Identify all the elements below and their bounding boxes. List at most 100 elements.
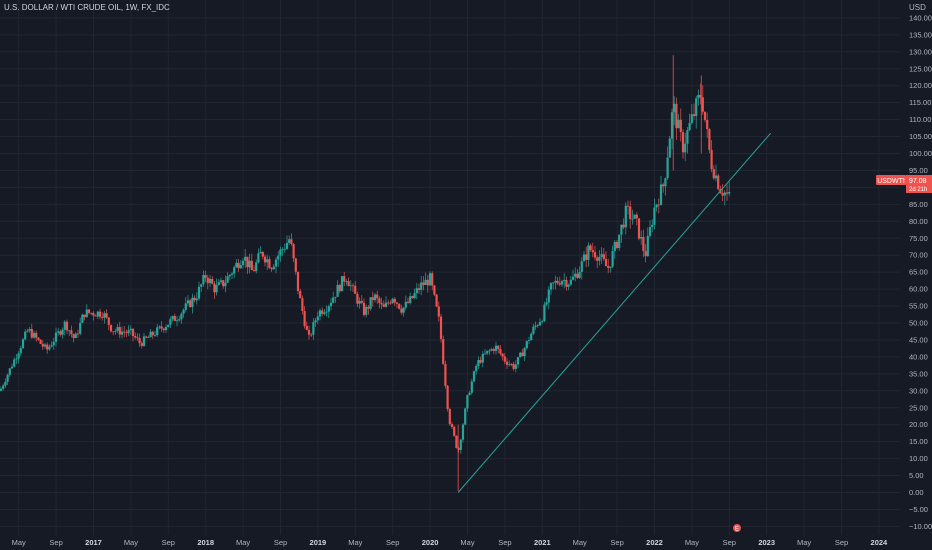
x-tick-label: May — [573, 538, 587, 547]
candle-body — [327, 306, 330, 312]
candle-body — [76, 333, 80, 335]
time-axis[interactable]: May Sep 2017 May Sep 2018 May Sep 2019 May Sep 2020… — [12, 538, 888, 547]
candle-body — [244, 256, 247, 261]
candle-body — [202, 275, 205, 285]
candle-body — [354, 285, 357, 294]
candle-body — [288, 239, 291, 243]
y-tick-label: 35.00 — [909, 369, 928, 378]
candle-body — [644, 250, 647, 257]
candle-body — [422, 282, 425, 285]
candle-body — [556, 280, 559, 284]
candle-body — [127, 330, 130, 334]
candle-body — [332, 297, 335, 303]
candle-body — [24, 331, 27, 340]
candle-body — [585, 254, 588, 260]
candle-body — [384, 302, 388, 307]
x-tick-label: 2022 — [646, 538, 663, 547]
candle-body — [543, 304, 546, 322]
candle-body — [301, 298, 304, 311]
candle-body — [340, 276, 344, 292]
candle-body — [211, 278, 214, 284]
candle-body — [659, 184, 663, 205]
candle-body — [446, 385, 449, 409]
candle-body — [701, 97, 704, 112]
candle-body — [461, 424, 465, 440]
candle-body — [219, 280, 223, 283]
candle-body — [417, 288, 421, 290]
candle-body — [114, 330, 117, 332]
candle-body — [466, 395, 469, 409]
candle-body — [477, 360, 480, 366]
candle-body — [28, 329, 31, 331]
candle-body — [189, 300, 192, 307]
candle-body — [290, 239, 293, 244]
y-tick-label: 85.00 — [909, 200, 928, 209]
candle-body — [292, 243, 295, 259]
candle-body — [624, 205, 627, 228]
candle-body — [224, 282, 227, 287]
candle-body — [708, 129, 711, 150]
candle-body — [646, 235, 649, 257]
candle-body — [65, 321, 69, 331]
x-tick-label: Sep — [723, 538, 736, 547]
event-marker-icon[interactable] — [732, 523, 742, 533]
candle-body — [679, 119, 682, 133]
x-tick-label: Sep — [610, 538, 623, 547]
candle-body — [712, 169, 715, 179]
candle-body — [382, 304, 385, 307]
candle-body — [653, 207, 656, 225]
candle-body — [345, 281, 348, 282]
candle-body — [508, 364, 511, 365]
candle-body — [367, 306, 370, 309]
candle-body — [662, 184, 665, 187]
candle-body — [35, 332, 38, 338]
candle-body — [688, 122, 691, 131]
candle-body — [620, 224, 623, 235]
candle-body — [514, 364, 517, 369]
candle-body — [571, 276, 575, 280]
candle-body — [96, 311, 99, 317]
candle-body — [398, 303, 401, 309]
candle-body — [13, 359, 16, 367]
candle-body — [48, 346, 51, 350]
candle-body — [156, 327, 159, 336]
candle-body — [373, 294, 377, 301]
candle-body — [79, 322, 82, 334]
y-tick-label: 30.00 — [909, 386, 928, 395]
candle-body — [167, 324, 170, 328]
price-badge-countdown: 2d 21h — [909, 187, 927, 193]
candle-body — [200, 284, 203, 287]
event-marker[interactable]: E — [732, 523, 742, 533]
candle-body — [406, 301, 410, 303]
candle-body — [171, 316, 174, 320]
candle-body — [228, 274, 231, 277]
x-tick-label: 2020 — [422, 538, 439, 547]
candle-body — [15, 358, 18, 360]
x-tick-label: May — [797, 538, 811, 547]
trendline[interactable] — [457, 132, 772, 493]
candle-body — [107, 317, 110, 325]
candle-body — [435, 294, 438, 307]
x-tick-label: May — [124, 538, 138, 547]
x-tick-label: May — [236, 538, 250, 547]
candle-body — [710, 149, 713, 170]
candle-body — [321, 310, 324, 314]
candle-body — [618, 234, 621, 248]
candle-body — [329, 302, 333, 307]
candle-body — [160, 326, 163, 329]
y-tick-label: 70.00 — [909, 251, 928, 260]
candle-body — [186, 300, 190, 304]
candle-body — [631, 218, 634, 220]
candle-body — [675, 103, 678, 129]
candle-body — [609, 266, 612, 268]
candle-body — [268, 259, 271, 269]
y-tick-label: 40.00 — [909, 352, 928, 361]
price-badge-symbol: USDWTI — [877, 178, 905, 185]
candle-body — [195, 298, 198, 301]
candle-body — [622, 224, 625, 228]
candle-body — [563, 279, 566, 282]
chart-title: U.S. DOLLAR / WTI CRUDE OIL, 1W, FX_IDC — [4, 3, 170, 12]
candle-body — [395, 302, 399, 304]
candle-body — [305, 325, 308, 330]
